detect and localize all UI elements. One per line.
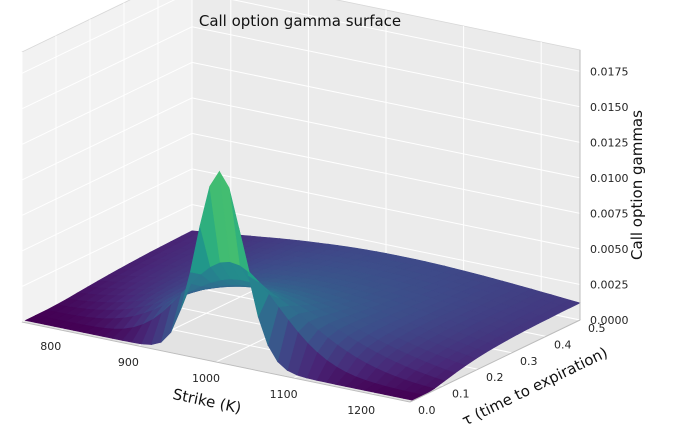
y-axis-line [409,319,581,403]
x-tick-label: 1000 [192,372,220,385]
z-tick-label: 0.0075 [590,207,629,220]
grid-line-z [21,168,581,252]
y-tick-label: 0.3 [520,355,538,368]
y-tick-label: 0.1 [452,388,470,401]
y-tick-label: 0.4 [554,338,572,351]
grid-line-z [21,0,581,74]
z-tick-label: 0.0025 [590,279,629,292]
z-tick-label: 0.0150 [590,101,629,114]
x-axis-title: Strike (K) [171,385,243,417]
surface-mesh [24,170,581,401]
grid-line-z [21,97,581,181]
grid-line-z [21,61,581,145]
x-tick-label: 1200 [347,404,375,417]
grid-line-z [21,26,581,110]
axis-lines [21,50,581,403]
chart-title: Call option gamma surface [199,12,401,30]
z-tick-label: 0.0050 [590,243,629,256]
x-axis-line [21,321,411,403]
surface-facet [219,171,240,266]
grid-line-z [21,203,581,287]
z-tick-label: 0.0175 [590,65,629,78]
z-axis-title: Call option gammas [628,110,646,260]
z-tick-label: 0.0000 [590,314,629,327]
y-tick-label: 0.5 [588,322,606,335]
y-tick-label: 0.2 [486,371,504,384]
surface-facet [24,314,47,323]
y-tick-label: 0.0 [418,404,436,417]
x-tick-label: 1100 [270,388,298,401]
grid-line-z [21,132,581,216]
x-tick-label: 800 [40,340,61,353]
z-tick-label: 0.0100 [590,172,629,185]
x-tick-label: 900 [118,356,139,369]
z-tick-label: 0.0125 [590,136,629,149]
